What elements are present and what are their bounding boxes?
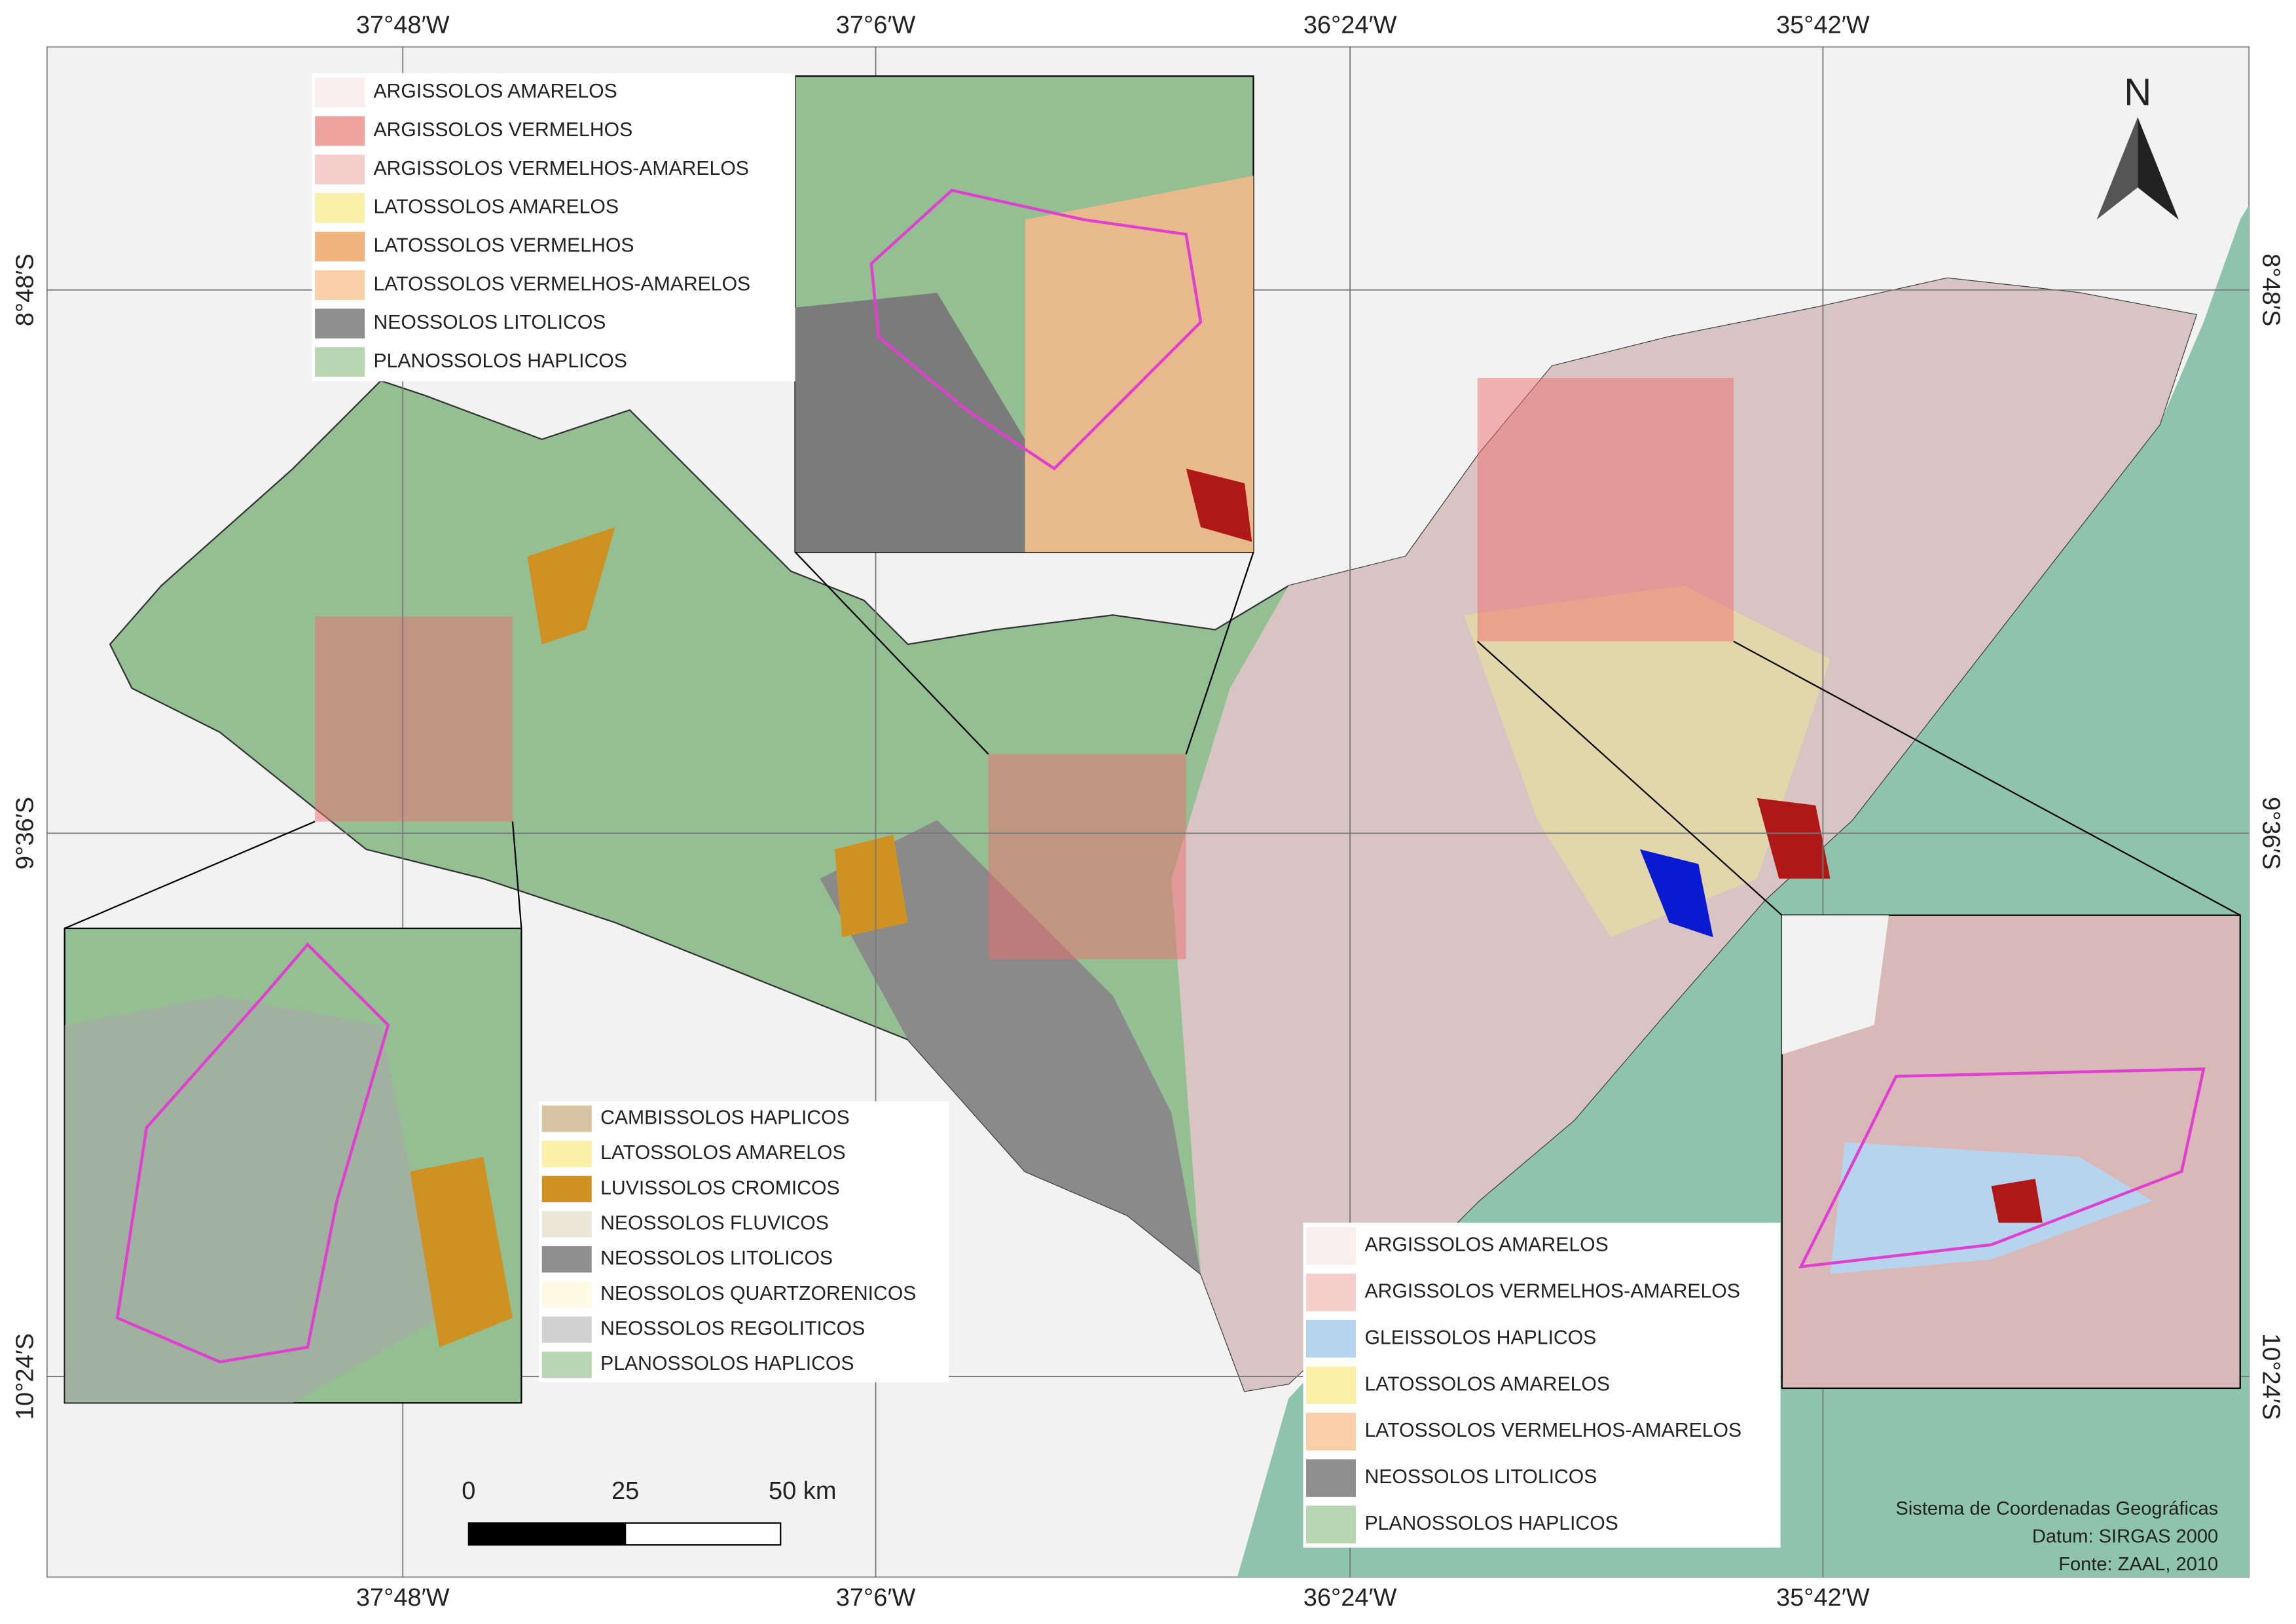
legend-label: ARGISSOLOS VERMELHOS-AMARELOS [1364,1281,1740,1302]
legend-swatch [315,193,365,223]
legend-box [312,73,795,382]
connectors [64,551,2241,929]
legend-swatch [315,116,365,146]
scale-bar: 0 25 50 km [462,1477,836,1505]
north-label: N [2124,71,2151,114]
litolic-soils [820,820,1201,1274]
longitude-label: 36°24′W [1303,1584,1397,1612]
latitude-label: 8°48′S [12,253,39,326]
latitude-label: 10°24′S [2257,1333,2284,1420]
credit-line: Datum: SIRGAS 2000 [2032,1526,2218,1547]
legend-label: NEOSSOLOS FLUVICOS [600,1212,829,1234]
legend-swatch [541,1175,592,1202]
legend-box [539,1101,949,1383]
zoom-area [1477,377,1734,642]
latitude-label: 8°48′S [2257,253,2284,326]
latossolos-area [1464,585,1831,938]
latitude-label: 9°36′S [12,797,39,870]
legend-swatch [1306,1273,1357,1312]
legend-label: NEOSSOLOS QUARTZORENICOS [600,1283,916,1304]
legend-label: NEOSSOLOS LITOLICOS [374,312,606,333]
north-arrow [2096,117,2138,220]
legend-label: NEOSSOLOS LITOLICOS [1364,1466,1597,1488]
legend-label: NEOSSOLOS REGOLITICOS [600,1318,865,1339]
legend-label: CAMBISSOLOS HAPLICOS [600,1107,850,1128]
legend-swatch [541,1316,592,1343]
latitude-label: 9°36′S [2257,797,2284,870]
zoom-area [315,616,513,822]
legend-swatch [315,270,365,300]
credit-line: Sistema de Coordenadas Geográficas [1895,1498,2218,1519]
credits: Sistema de Coordenadas Geográficas Datum:… [1895,1498,2218,1575]
legend-swatch [315,347,365,377]
city [1757,798,1831,879]
legend-label: LATOSSOLOS VERMELHOS-AMARELOS [1364,1420,1741,1441]
legend-swatch [541,1246,592,1273]
longitude-label: 37°6′W [836,11,916,39]
legend-label: LATOSSOLOS VERMELHOS-AMARELOS [374,273,751,295]
legend-swatch [1306,1505,1357,1543]
legend-swatch [1306,1320,1357,1358]
scale-label: 0 [462,1477,475,1505]
longitude-label: 35°42′W [1776,1584,1870,1612]
legend-swatch [1306,1227,1357,1265]
legend-swatch [541,1352,592,1378]
legend-swatch [1306,1366,1357,1405]
longitude-label: 35°42′W [1776,11,1870,39]
scale-bar-segment [625,1522,782,1546]
legend-swatch [541,1281,592,1308]
inset-right [1781,914,2241,1390]
inset-top [794,75,1254,553]
legend-label: GLEISSOLOS HAPLICOS [1364,1327,1596,1348]
scale-bar-segment [467,1522,627,1546]
graticule: 37°48′W 37°48′W 37°6′W 37°6′W 36°24′W 36°24′W… [12,11,2285,1612]
legend-label: ARGISSOLOS VERMELHOS-AMARELOS [374,158,749,179]
inset-left [64,927,522,1404]
credit-line: Fonte: ZAAL, 2010 [2058,1554,2218,1575]
legend-label: LUVISSOLOS CROMICOS [600,1177,840,1199]
longitude-label: 37°48′W [356,11,450,39]
legend-swatch [1306,1459,1357,1497]
scale-label: 50 km [769,1477,836,1505]
north-arrow [2138,117,2179,220]
legend-box [1303,1223,1781,1548]
longitude-label: 36°24′W [1303,11,1397,39]
latitude-label: 10°24′S [12,1333,39,1420]
legend-label: PLANOSSOLOS HAPLICOS [600,1353,854,1375]
luvissolos-area [834,834,908,938]
legend-swatch [541,1211,592,1238]
legend-label: ARGISSOLOS AMARELOS [1364,1234,1608,1256]
longitude-label: 37°48′W [356,1584,450,1612]
legend-swatch [315,308,365,339]
legend-swatch [315,155,365,185]
longitude-label: 37°6′W [836,1584,916,1612]
legend-label: PLANOSSOLOS HAPLICOS [374,350,627,372]
legend-swatch [315,231,365,262]
legend-label: LATOSSOLOS AMARELOS [1364,1373,1610,1395]
legend-label: ARGISSOLOS VERMELHOS [374,119,633,141]
lagoon [1639,849,1713,938]
legend-label: LATOSSOLOS VERMELHOS [374,234,634,256]
scale-label: 25 [611,1477,639,1505]
legend-swatch [315,77,365,107]
legends: ARGISSOLOS AMARELOS ARGISSOLOS VERMELHOS A… [312,73,1781,1548]
legend-label: NEOSSOLOS LITOLICOS [600,1247,833,1269]
legend-swatch [541,1141,592,1168]
legend-swatch [541,1105,592,1132]
legend-swatch [1306,1412,1357,1451]
legend-label: PLANOSSOLOS HAPLICOS [1364,1513,1618,1534]
legend-label: LATOSSOLOS AMARELOS [374,196,619,218]
zoom-area [988,754,1186,959]
legend-label: ARGISSOLOS AMARELOS [374,81,617,102]
legend-label: LATOSSOLOS AMARELOS [600,1142,846,1164]
luvissolos-area [527,527,615,644]
